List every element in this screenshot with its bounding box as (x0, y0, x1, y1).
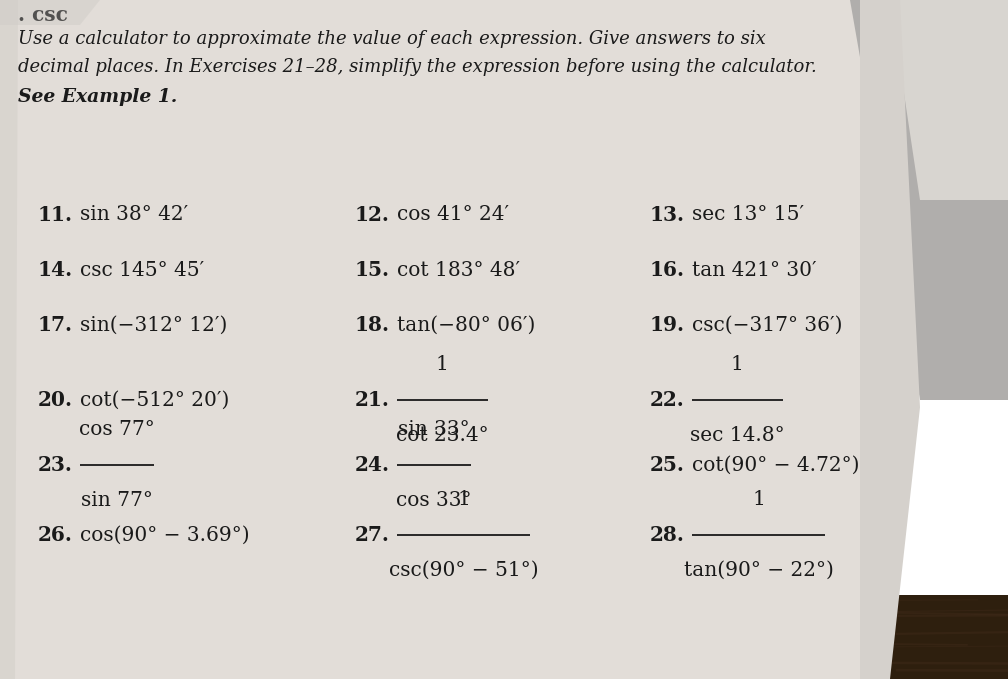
Text: cot 183° 48′: cot 183° 48′ (397, 261, 520, 280)
Text: sin 38° 42′: sin 38° 42′ (80, 206, 188, 225)
Polygon shape (890, 0, 1008, 200)
Text: 11.: 11. (38, 205, 73, 225)
Text: 1: 1 (752, 490, 765, 509)
Polygon shape (0, 0, 100, 25)
Text: cot(90° − 4.72°): cot(90° − 4.72°) (692, 456, 860, 475)
Text: cos(90° − 3.69°): cos(90° − 3.69°) (80, 526, 250, 545)
Text: 15.: 15. (355, 260, 390, 280)
Text: 13.: 13. (650, 205, 685, 225)
Text: 27.: 27. (355, 525, 390, 545)
Text: . csc: . csc (18, 5, 68, 25)
Text: decimal places. In Exercises 21–28, simplify the expression before using the cal: decimal places. In Exercises 21–28, simp… (18, 58, 816, 76)
Text: sec 13° 15′: sec 13° 15′ (692, 206, 804, 225)
Text: sin 77°: sin 77° (81, 491, 152, 510)
Text: csc(90° − 51°): csc(90° − 51°) (389, 561, 538, 580)
Text: Use a calculator to approximate the value of each expression. Give answers to si: Use a calculator to approximate the valu… (18, 30, 766, 48)
Text: 18.: 18. (355, 315, 390, 335)
Text: 23.: 23. (38, 455, 73, 475)
Text: csc(−317° 36′): csc(−317° 36′) (692, 316, 843, 335)
Text: 20.: 20. (38, 390, 73, 410)
Text: 25.: 25. (650, 455, 684, 475)
Text: tan(90° − 22°): tan(90° − 22°) (683, 561, 834, 580)
Text: 16.: 16. (650, 260, 685, 280)
Text: 14.: 14. (38, 260, 74, 280)
Text: csc 145° 45′: csc 145° 45′ (80, 261, 205, 280)
Text: 19.: 19. (650, 315, 685, 335)
Text: cos 33°: cos 33° (396, 491, 472, 510)
Text: 26.: 26. (38, 525, 73, 545)
Text: cot(−512° 20′): cot(−512° 20′) (80, 390, 230, 409)
Text: sec 14.8°: sec 14.8° (689, 426, 784, 445)
Text: cot 23.4°: cot 23.4° (396, 426, 489, 445)
Text: cos 77°: cos 77° (79, 420, 154, 439)
Text: 28.: 28. (650, 525, 684, 545)
Text: tan 421° 30′: tan 421° 30′ (692, 261, 816, 280)
Text: 24.: 24. (355, 455, 390, 475)
Text: 21.: 21. (355, 390, 390, 410)
Text: 12.: 12. (355, 205, 390, 225)
Text: 1: 1 (435, 355, 449, 374)
Polygon shape (0, 0, 900, 679)
Text: cos 41° 24′: cos 41° 24′ (397, 206, 509, 225)
Polygon shape (860, 0, 920, 679)
Text: 22.: 22. (650, 390, 684, 410)
Text: 1: 1 (457, 490, 470, 509)
Text: sin 33°: sin 33° (398, 420, 470, 439)
Text: 1: 1 (731, 355, 744, 374)
Text: 17.: 17. (38, 315, 73, 335)
Polygon shape (850, 0, 1008, 400)
Polygon shape (0, 0, 18, 679)
Text: sin(−312° 12′): sin(−312° 12′) (80, 316, 228, 335)
Text: See Example 1.: See Example 1. (18, 88, 177, 106)
Polygon shape (0, 595, 1008, 679)
Text: tan(−80° 06′): tan(−80° 06′) (397, 316, 535, 335)
